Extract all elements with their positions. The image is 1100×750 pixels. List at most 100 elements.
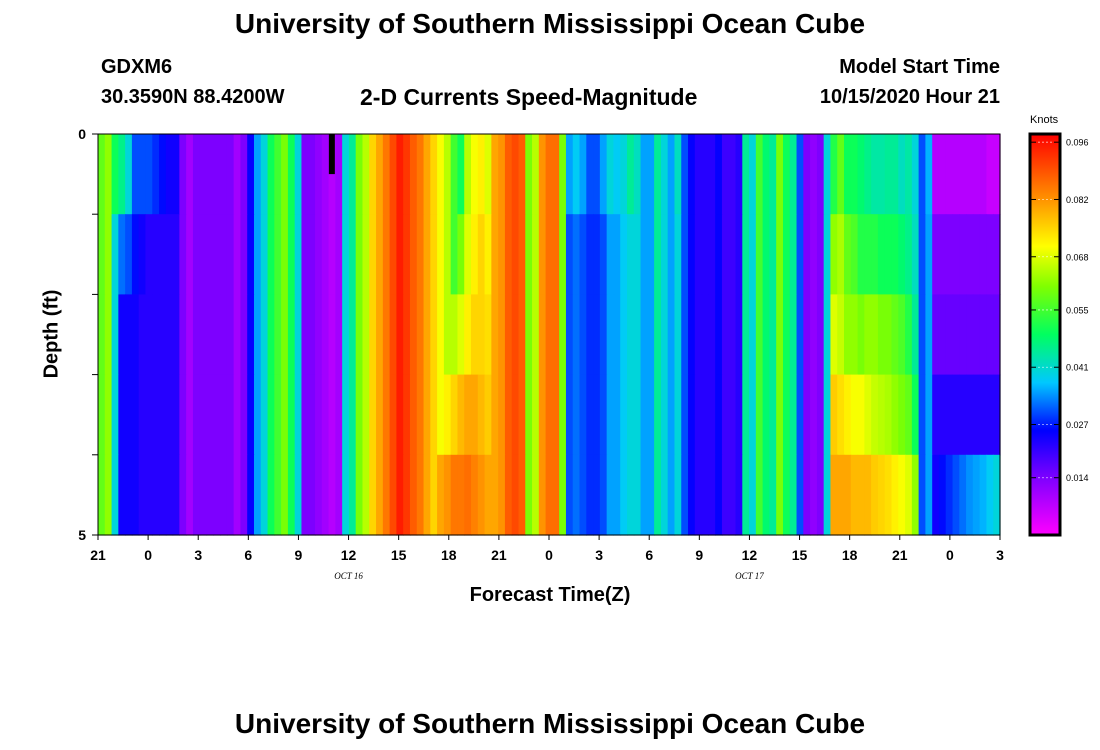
heatmap-cell: [938, 454, 947, 536]
heatmap-cell: [192, 134, 201, 215]
heatmap-cell: [572, 134, 581, 215]
heatmap-cell: [491, 454, 499, 536]
heatmap-cell: [138, 374, 147, 456]
heatmap-cell: [606, 374, 615, 456]
heatmap-cell: [905, 214, 913, 295]
heatmap-cell: [959, 214, 967, 295]
heatmap-cell: [315, 294, 323, 376]
heatmap-cell: [654, 134, 662, 215]
heatmap-cells: [98, 134, 1001, 536]
heatmap-cell: [972, 134, 981, 215]
heatmap-cell: [559, 134, 567, 215]
heatmap-cell: [837, 454, 845, 536]
heatmap-cell: [348, 214, 357, 295]
heatmap-cell: [240, 214, 248, 295]
heatmap-cell: [586, 214, 594, 295]
heatmap-cell: [403, 454, 411, 536]
heatmap-cell: [613, 454, 621, 536]
heatmap-cell: [579, 294, 587, 376]
heatmap-cell: [830, 134, 838, 215]
heatmap-cell: [688, 294, 696, 376]
heatmap-cell: [98, 374, 106, 456]
heatmap-cell: [192, 454, 201, 536]
heatmap-cell: [152, 294, 160, 376]
heatmap-cell: [633, 374, 642, 456]
heatmap-cell: [430, 374, 438, 456]
heatmap-cell: [165, 214, 174, 295]
heatmap-cell: [674, 454, 682, 536]
heatmap-cell: [382, 214, 391, 295]
heatmap-cell: [118, 214, 126, 295]
colorbar: [1028, 132, 1062, 537]
heatmap-cell: [179, 454, 187, 536]
heatmap-cell: [613, 294, 621, 376]
heatmap-cell: [220, 454, 228, 536]
heatmap-cell: [559, 214, 567, 295]
heatmap-cell: [620, 214, 628, 295]
heatmap-cell: [98, 134, 106, 215]
heatmap-cell: [823, 374, 832, 456]
heatmap-cell: [735, 374, 743, 456]
heatmap-cell: [782, 294, 791, 376]
heatmap-cell: [891, 374, 899, 456]
heatmap-cell: [186, 454, 194, 536]
heatmap-cell: [694, 374, 703, 456]
heatmap-cell: [145, 294, 153, 376]
heatmap-cell: [932, 454, 940, 536]
heatmap-cell: [131, 214, 140, 295]
heatmap-cell: [715, 454, 723, 536]
heatmap-cell: [240, 374, 248, 456]
heatmap-cell: [911, 134, 920, 215]
heatmap-cell: [532, 374, 540, 456]
heatmap-cell: [599, 294, 608, 376]
heatmap-cell: [159, 374, 167, 456]
heatmap-cell: [918, 134, 926, 215]
heatmap-cell: [735, 454, 743, 536]
heatmap-cell: [362, 214, 370, 295]
heatmap-cell: [471, 374, 479, 456]
heatmap-cell: [803, 454, 811, 536]
heatmap-cell: [247, 214, 255, 295]
heatmap-cell: [925, 374, 933, 456]
heatmap-cell: [484, 214, 492, 295]
heatmap-cell: [667, 374, 676, 456]
heatmap-cell: [98, 294, 106, 376]
heatmap-cell: [728, 214, 737, 295]
heatmap-cell: [762, 214, 771, 295]
heatmap-cell: [430, 214, 438, 295]
heatmap-cell: [389, 454, 397, 536]
heatmap-cell: [626, 214, 635, 295]
heatmap-cell: [504, 374, 513, 456]
heatmap-cell: [810, 134, 818, 215]
heatmap-cell: [532, 214, 540, 295]
heatmap-cell: [525, 454, 533, 536]
heatmap-cell: [294, 214, 303, 295]
heatmap-cell: [972, 294, 981, 376]
heatmap-cell: [355, 294, 364, 376]
heatmap-cell: [823, 134, 832, 215]
heatmap-cell: [871, 134, 879, 215]
heatmap-cell: [179, 134, 187, 215]
heatmap-cell: [681, 454, 689, 536]
heatmap-cell: [98, 454, 106, 536]
heatmap-cell: [532, 454, 540, 536]
heatmap-cell: [369, 374, 377, 456]
heatmap-cell: [247, 454, 255, 536]
heatmap-cell: [803, 134, 811, 215]
heatmap-cell: [898, 294, 906, 376]
heatmap-cell: [884, 134, 893, 215]
heatmap-cell: [443, 374, 452, 456]
heatmap-cell: [220, 294, 228, 376]
heatmap-cell: [247, 374, 255, 456]
heatmap-cell: [891, 134, 899, 215]
heatmap-cell: [511, 214, 520, 295]
heatmap-cell: [633, 214, 642, 295]
heatmap-cell: [552, 214, 560, 295]
heatmap-cell: [287, 294, 296, 376]
heatmap-cell: [348, 294, 357, 376]
heatmap-cell: [877, 374, 886, 456]
heatmap-cell: [898, 134, 906, 215]
heatmap-cell: [803, 374, 811, 456]
heatmap-cell: [525, 134, 533, 215]
heatmap-cell: [905, 374, 913, 456]
